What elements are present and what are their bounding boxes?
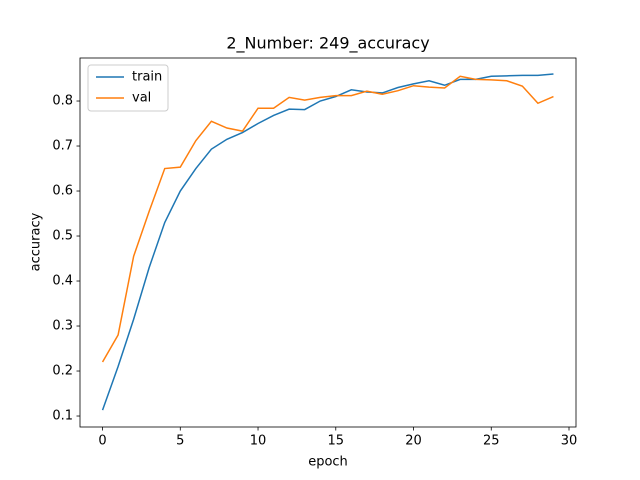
legend-label: train: [132, 70, 162, 85]
x-tick-label: 0: [98, 434, 106, 449]
y-tick-label: 0.5: [52, 229, 73, 244]
x-tick-label: 5: [176, 434, 184, 449]
x-axis-label: epoch: [308, 455, 348, 470]
y-tick-label: 0.7: [52, 139, 73, 154]
data-line: [101, 75, 554, 363]
x-tick-label: 30: [561, 434, 578, 449]
y-tick-label: 0.6: [52, 184, 73, 199]
y-tick-label: 0.1: [52, 409, 73, 424]
x-tick-label: 10: [250, 434, 267, 449]
x-tick-label: 20: [405, 434, 422, 449]
data-line: [101, 73, 554, 411]
y-tick-label: 0.2: [52, 364, 73, 379]
chart-title: 2_Number: 249_accuracy: [226, 34, 429, 54]
y-tick-label: 0.4: [52, 274, 73, 289]
plot-frame: [79, 57, 577, 428]
y-axis-label: accuracy: [29, 212, 44, 271]
x-tick-label: 15: [328, 434, 345, 449]
y-tick-label: 0.3: [52, 319, 73, 334]
y-tick-label: 0.8: [52, 94, 73, 109]
legend-label: val: [132, 91, 151, 106]
x-tick-label: 25: [483, 434, 500, 449]
